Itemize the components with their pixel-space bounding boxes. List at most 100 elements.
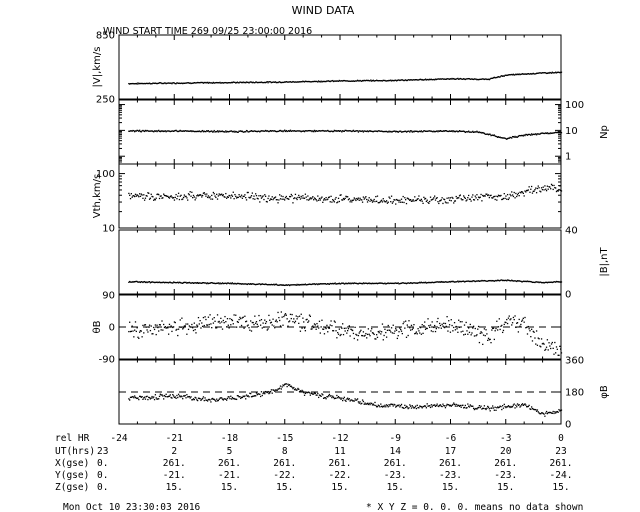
data-point [388,196,390,198]
data-point [503,279,505,282]
data-point [166,326,168,329]
data-point [169,394,171,396]
data-point [134,83,136,85]
data-point [181,282,183,284]
data-point [375,404,377,407]
data-point [225,130,227,132]
data-point [279,129,282,132]
data-point [399,282,401,285]
data-point [189,130,191,132]
data-point [167,396,169,398]
data-point [481,200,483,202]
data-point [442,325,444,327]
data-point [192,329,195,332]
data-point [408,198,410,201]
data-point [273,130,275,132]
data-point [381,406,384,408]
data-point [313,80,315,83]
data-point [338,200,341,203]
data-point [330,80,332,82]
data-point [528,404,530,407]
y-tick-label: 1 [565,152,571,163]
data-point [192,327,194,329]
data-point [230,283,233,285]
data-point [175,193,177,196]
data-point [245,129,248,132]
data-point [214,195,216,197]
data-point [501,198,503,201]
data-point [229,283,231,285]
data-point [376,406,379,408]
data-point [295,389,297,391]
data-point [379,406,381,408]
data-point [474,408,476,410]
data-point [271,284,273,286]
data-point [191,191,193,193]
data-point [184,394,186,397]
data-point [286,130,288,133]
data-point [451,281,453,283]
data-point [460,78,462,80]
data-point [337,80,339,82]
data-point [149,130,152,132]
data-point [255,283,257,286]
data-point [448,197,450,199]
data-point [317,396,320,399]
data-point [224,81,226,84]
data-point [397,199,399,202]
data-point [153,328,156,331]
data-point [463,324,466,326]
data-point [194,130,196,133]
data-point [497,279,499,281]
data-point [182,398,184,400]
data-point [362,131,365,133]
data-point [521,73,523,75]
data-point [543,413,545,415]
data-point [169,82,171,84]
data-point [442,130,444,133]
data-point [385,406,387,408]
data-point [495,327,497,330]
data-point [141,194,143,196]
data-point [372,403,374,405]
data-point [240,81,242,83]
data-point [541,281,544,284]
data-point [318,394,321,396]
data-point [158,281,160,284]
data-point [534,408,536,411]
data-point [284,313,287,315]
data-point [303,80,305,83]
data-point [465,407,467,409]
data-point [292,80,294,83]
data-point [519,191,521,193]
data-point [560,281,563,283]
data-point [237,131,239,133]
data-point [171,83,173,85]
data-point [298,196,301,199]
data-point [193,398,195,401]
data-point [518,404,520,406]
data-point [449,331,452,333]
data-point [267,130,269,132]
data-point [323,333,326,335]
data-point [429,78,432,81]
data-point [497,407,500,409]
data-point [281,284,283,286]
data-point [250,195,253,197]
data-point [307,195,309,197]
data-point [415,79,418,81]
data-point [459,77,462,80]
data-point [392,324,394,326]
data-point [405,202,408,205]
data-point [518,195,520,197]
data-point [432,198,434,200]
data-point [504,197,506,200]
data-point [517,404,520,406]
data-point [226,326,228,328]
data-point [411,79,413,81]
data-point [490,77,492,80]
data-point [429,405,431,407]
data-point [136,280,138,283]
data-point [455,78,457,80]
data-point [220,397,222,399]
